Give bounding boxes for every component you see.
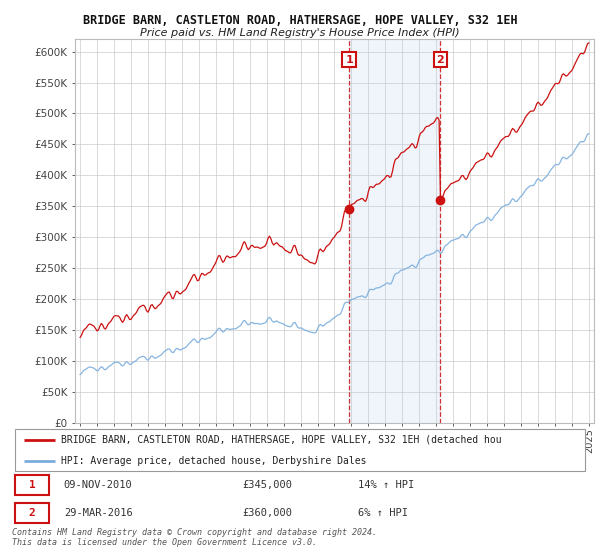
Text: 1: 1 xyxy=(345,54,353,64)
Text: BRIDGE BARN, CASTLETON ROAD, HATHERSAGE, HOPE VALLEY, S32 1EH (detached hou: BRIDGE BARN, CASTLETON ROAD, HATHERSAGE,… xyxy=(61,435,502,445)
FancyBboxPatch shape xyxy=(15,503,49,522)
Text: BRIDGE BARN, CASTLETON ROAD, HATHERSAGE, HOPE VALLEY, S32 1EH: BRIDGE BARN, CASTLETON ROAD, HATHERSAGE,… xyxy=(83,14,517,27)
Text: 2: 2 xyxy=(29,508,35,518)
Text: Contains HM Land Registry data © Crown copyright and database right 2024.
This d: Contains HM Land Registry data © Crown c… xyxy=(12,528,377,547)
FancyBboxPatch shape xyxy=(15,475,49,495)
Text: 09-NOV-2010: 09-NOV-2010 xyxy=(64,480,133,490)
Text: 6% ↑ HPI: 6% ↑ HPI xyxy=(358,508,407,518)
Text: 29-MAR-2016: 29-MAR-2016 xyxy=(64,508,133,518)
Text: Price paid vs. HM Land Registry's House Price Index (HPI): Price paid vs. HM Land Registry's House … xyxy=(140,28,460,38)
Bar xyxy=(349,39,440,423)
Text: £360,000: £360,000 xyxy=(242,508,292,518)
FancyBboxPatch shape xyxy=(15,429,585,472)
Text: 1: 1 xyxy=(29,480,35,490)
Text: HPI: Average price, detached house, Derbyshire Dales: HPI: Average price, detached house, Derb… xyxy=(61,456,367,466)
Text: 14% ↑ HPI: 14% ↑ HPI xyxy=(358,480,414,490)
Text: £345,000: £345,000 xyxy=(242,480,292,490)
Text: 2: 2 xyxy=(436,54,444,64)
